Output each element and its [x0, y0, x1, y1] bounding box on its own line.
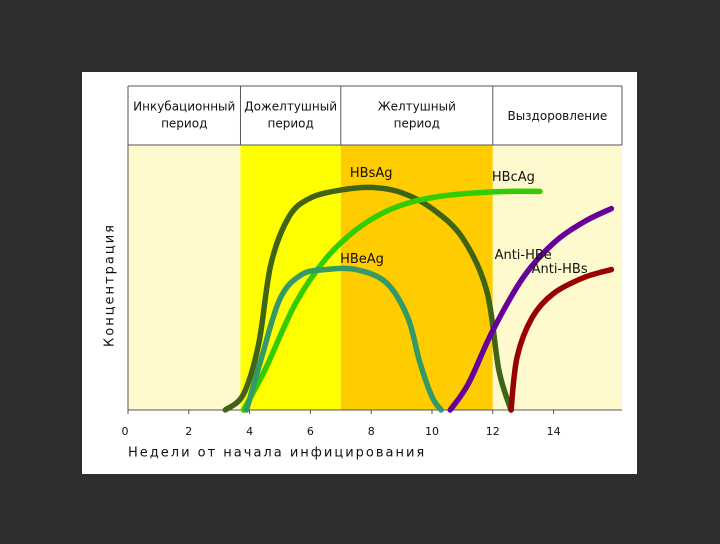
series-label: Anti-HBs [532, 262, 588, 277]
series-label: Anti-HBe [495, 248, 552, 263]
series-label: HBeAg [340, 252, 384, 267]
period-label: период [161, 117, 207, 131]
series-label: HBsAg [350, 166, 393, 181]
period-label: Желтушный [378, 100, 456, 114]
y-axis-label: Концентрация [103, 223, 118, 347]
x-tick-label: 10 [425, 425, 439, 438]
x-tick-label: 8 [368, 425, 375, 438]
period-label: Дожелтушный [244, 100, 337, 114]
x-axis-label: Недели от начала инфицирования [128, 446, 426, 461]
period-label: Выздоровление [507, 109, 607, 123]
series-line [243, 265, 444, 413]
series-line [508, 266, 615, 413]
plot-area: Инкубационный период Дожелтушный период Желт… [122, 85, 623, 438]
series-label: HBcAg [492, 170, 535, 185]
x-tick-label: 12 [486, 425, 500, 438]
x-tick-label: 14 [547, 425, 561, 438]
period-band [128, 145, 241, 410]
x-tick-label: 4 [246, 425, 253, 438]
x-tick-label: 6 [307, 425, 314, 438]
x-tick-label: 0 [122, 425, 129, 438]
series-line [447, 205, 615, 413]
period-label: период [267, 117, 313, 131]
x-tick-label: 2 [185, 425, 192, 438]
period-label: Инкубационный [133, 100, 235, 114]
series-line [240, 188, 543, 413]
period-label: период [394, 117, 440, 131]
series-line [222, 184, 514, 413]
